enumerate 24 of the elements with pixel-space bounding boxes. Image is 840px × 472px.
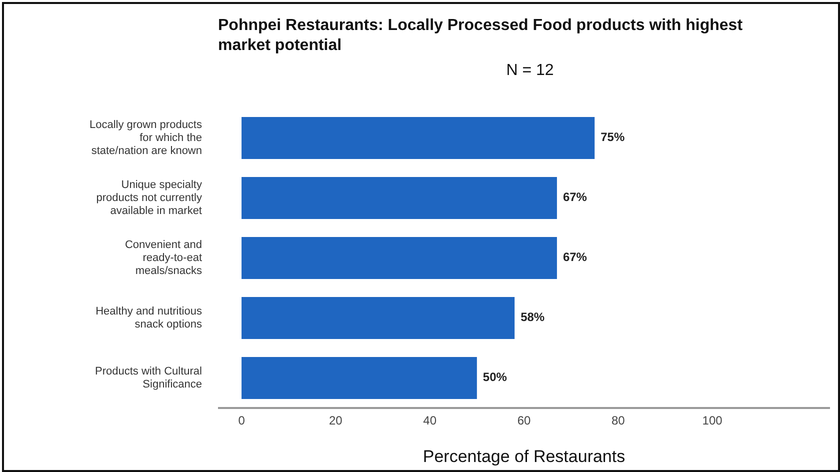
x-tick-label: 60 [517, 414, 531, 428]
y-tick-label: Convenient and ready-to-eat meals/snacks [124, 238, 202, 277]
y-tick-label: Healthy and nutritious snack options [96, 305, 202, 330]
bar [242, 357, 477, 399]
x-axis-title: Percentage of Restaurants [422, 447, 626, 466]
data-label: 67% [562, 250, 588, 264]
x-tick-label: 20 [329, 414, 343, 428]
x-tick-label: 80 [611, 414, 626, 428]
x-tick-label: 0 [238, 414, 246, 428]
bar [242, 237, 557, 279]
x-tick-label: 100 [702, 414, 723, 428]
x-tick-label: 40 [423, 414, 437, 428]
chart-subtitle: N = 12 [505, 62, 555, 80]
bar [242, 297, 515, 339]
bar [242, 117, 595, 159]
y-tick-label: Products with Cultural Significance [95, 365, 202, 390]
chart-title: Pohnpei Restaurants: Locally Processed Food products with highest market potential [218, 16, 744, 56]
data-label: 58% [520, 310, 545, 324]
data-label: 67% [562, 190, 588, 204]
y-tick-label: Unique specialty products not currently available in market [96, 178, 202, 217]
y-tick-label: Locally grown products for which the state/nation are known [89, 118, 202, 157]
data-label: 75% [600, 130, 625, 144]
data-label: 50% [482, 370, 508, 384]
bar [242, 177, 557, 219]
